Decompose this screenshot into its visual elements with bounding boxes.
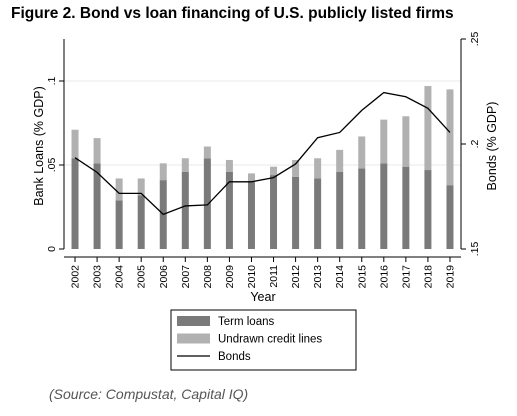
bar-term-loans <box>71 158 79 249</box>
bonds-line <box>74 91 451 216</box>
bar-undrawn-credit-lines <box>402 116 410 167</box>
x-tick-label: 2012 <box>290 265 302 289</box>
bar-term-loans <box>358 168 366 249</box>
x-tick-label: 2015 <box>356 265 368 289</box>
bar-undrawn-credit-lines <box>181 158 189 172</box>
source-note: (Source: Compustat, Capital IQ) <box>49 386 249 402</box>
x-tick-label: 2004 <box>114 265 126 289</box>
y-tick-label-left: 0 <box>46 246 58 252</box>
legend-term-loans-label: Term loans <box>218 316 274 328</box>
bar-term-loans <box>181 171 189 249</box>
figure-title: Figure 2. Bond vs loan financing of U.S.… <box>11 5 454 22</box>
x-tick-label: 2014 <box>334 265 346 289</box>
x-tick-label: 2006 <box>158 265 170 289</box>
bar-undrawn-credit-lines <box>247 173 255 182</box>
x-tick-label: 2016 <box>378 265 390 289</box>
x-tick-label: 2003 <box>92 265 104 289</box>
bar-undrawn-credit-lines <box>225 159 233 172</box>
y-axis-label-right: Bonds (% GDP) <box>485 102 499 191</box>
bar-undrawn-credit-lines <box>358 136 366 169</box>
bar-term-loans <box>203 158 211 249</box>
y-tick-label-right: .15 <box>469 242 481 257</box>
x-tick-label: 2002 <box>70 265 82 289</box>
legend: Term loans Undrawn credit lines Bonds <box>170 309 357 371</box>
x-tick-label: 2005 <box>136 265 148 289</box>
bar-term-loans <box>247 181 255 249</box>
x-axis-label: Year <box>250 290 275 304</box>
x-tick-label: 2018 <box>422 265 434 289</box>
bar-undrawn-credit-lines <box>380 119 388 164</box>
legend-bonds-label: Bonds <box>218 351 251 363</box>
bar-term-loans <box>225 171 233 249</box>
bar-term-loans <box>270 175 278 249</box>
y-axis-label-left: Bank Loans (% GDP) <box>32 86 46 206</box>
tick-labels-group: 0 .05 .1 .15 .2 .25 2002 2003 2004 2005 2006 2007 20… <box>46 32 481 289</box>
y-tick-label-left: .05 <box>46 158 58 173</box>
y-tick-label-right: .2 <box>469 139 481 148</box>
y-tick-label-right: .25 <box>469 32 481 47</box>
bar-term-loans <box>93 163 101 249</box>
bar-term-loans <box>402 166 410 249</box>
bar-undrawn-credit-lines <box>446 89 454 186</box>
y-tick-label-left: .1 <box>46 76 58 85</box>
bar-undrawn-credit-lines <box>115 178 123 201</box>
bar-undrawn-credit-lines <box>93 138 101 164</box>
x-tick-label: 2017 <box>400 265 412 289</box>
bar-undrawn-credit-lines <box>137 178 145 196</box>
axes-group <box>59 38 466 262</box>
bar-undrawn-credit-lines <box>71 129 79 159</box>
x-tick-label: 2011 <box>268 265 280 288</box>
x-tick-label: 2010 <box>246 265 258 289</box>
x-tick-label: 2008 <box>202 265 214 289</box>
bonds-line-group <box>74 91 451 216</box>
x-tick-label: 2013 <box>312 265 324 289</box>
bar-term-loans <box>336 171 344 249</box>
legend-undrawn-credit-lines-swatch <box>177 333 210 344</box>
bar-term-loans <box>446 185 454 249</box>
x-tick-label: 2009 <box>224 265 236 289</box>
legend-term-loans-swatch <box>177 316 210 326</box>
bar-term-loans <box>314 178 322 249</box>
bar-term-loans <box>115 200 123 249</box>
bar-undrawn-credit-lines <box>203 146 211 159</box>
bar-undrawn-credit-lines <box>270 166 278 176</box>
bar-undrawn-credit-lines <box>314 158 322 179</box>
gridlines <box>64 80 461 166</box>
bar-term-loans <box>292 176 300 249</box>
bar-term-loans <box>380 163 388 249</box>
x-tick-label: 2007 <box>180 265 192 289</box>
bar-term-loans <box>137 195 145 249</box>
bar-undrawn-credit-lines <box>336 149 344 172</box>
bar-undrawn-credit-lines <box>159 163 167 181</box>
bar-term-loans <box>424 170 432 249</box>
bars-group <box>71 86 454 249</box>
x-tick-label: 2019 <box>444 265 456 289</box>
legend-undrawn-credit-lines-label: Undrawn credit lines <box>218 334 322 346</box>
bar-undrawn-credit-lines <box>424 86 432 171</box>
bar-undrawn-credit-lines <box>292 159 300 177</box>
